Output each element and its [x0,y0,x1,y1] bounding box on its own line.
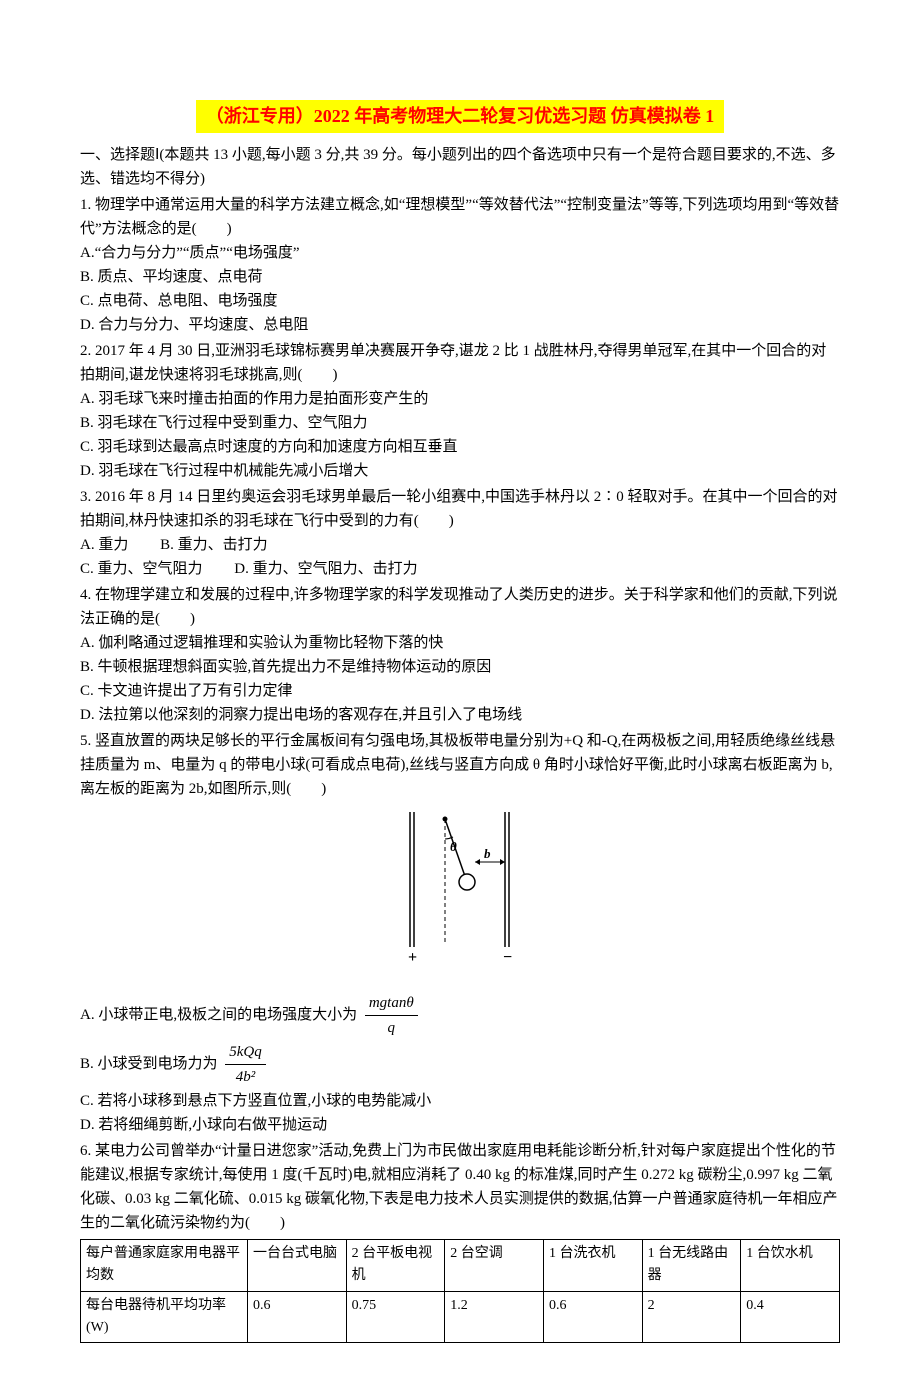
q4-text: 4. 在物理学建立和发展的过程中,许多物理学家的科学发现推动了人类历史的进步。关… [80,583,840,631]
svg-text:θ: θ [450,839,457,854]
table-cell: 0.6 [247,1291,346,1343]
q4-option-b: B. 牛顿根据理想斜面实验,首先提出力不是维持物体运动的原因 [80,655,840,679]
q5-option-b: B. 小球受到电场力为 5kQq 4b² [80,1040,840,1089]
q5-option-c: C. 若将小球移到悬点下方竖直位置,小球的电势能减小 [80,1089,840,1113]
table-cell: 1 台饮水机 [741,1239,840,1291]
table-cell: 1 台无线路由器 [642,1239,741,1291]
q2-text: 2. 2017 年 4 月 30 日,亚洲羽毛球锦标赛男单决赛展开争夺,谌龙 2… [80,339,840,387]
svg-text:+: + [408,949,417,966]
q5-a-num: mgtanθ [365,991,418,1016]
table-cell: 1 台洗衣机 [543,1239,642,1291]
q5-b-prefix: B. 小球受到电场力为 [80,1056,218,1072]
q5-option-d: D. 若将细绳剪断,小球向右做平抛运动 [80,1113,840,1137]
capacitor-pendulum-diagram: θ b + − [390,807,530,977]
q4-option-a: A. 伽利略通过逻辑推理和实验认为重物比轻物下落的快 [80,631,840,655]
q5-option-a: A. 小球带正电,极板之间的电场强度大小为 mgtanθ q [80,991,840,1040]
appliance-table: 每户普通家庭家用电器平均数 一台台式电脑 2 台平板电视机 2 台空调 1 台洗… [80,1239,840,1344]
question-3: 3. 2016 年 8 月 14 日里约奥运会羽毛球男单最后一轮小组赛中,中国选… [80,485,840,581]
q5-a-prefix: A. 小球带正电,极板之间的电场强度大小为 [80,1007,357,1023]
q2-option-c: C. 羽毛球到达最高点时速度的方向和加速度方向相互垂直 [80,435,840,459]
q5-text: 5. 竖直放置的两块足够长的平行金属板间有匀强电场,其极板带电量分别为+Q 和-… [80,729,840,801]
q2-option-a: A. 羽毛球飞来时撞击拍面的作用力是拍面形变产生的 [80,387,840,411]
question-2: 2. 2017 年 4 月 30 日,亚洲羽毛球锦标赛男单决赛展开争夺,谌龙 2… [80,339,840,483]
q3-option-b: B. 重力、击打力 [160,533,268,557]
q1-option-b: B. 质点、平均速度、点电荷 [80,265,840,289]
q1-option-d: D. 合力与分力、平均速度、总电阻 [80,313,840,337]
table-cell: 1.2 [445,1291,544,1343]
table-cell: 0.75 [346,1291,445,1343]
table-row: 每户普通家庭家用电器平均数 一台台式电脑 2 台平板电视机 2 台空调 1 台洗… [81,1239,840,1291]
question-5: 5. 竖直放置的两块足够长的平行金属板间有匀强电场,其极板带电量分别为+Q 和-… [80,729,840,1137]
q3-text: 3. 2016 年 8 月 14 日里约奥运会羽毛球男单最后一轮小组赛中,中国选… [80,485,840,533]
svg-text:b: b [484,846,491,861]
table-cell: 0.6 [543,1291,642,1343]
question-4: 4. 在物理学建立和发展的过程中,许多物理学家的科学发现推动了人类历史的进步。关… [80,583,840,727]
table-cell: 2 台平板电视机 [346,1239,445,1291]
table-row1-label: 每户普通家庭家用电器平均数 [81,1239,248,1291]
q5-a-den: q [365,1016,418,1040]
question-1: 1. 物理学中通常运用大量的科学方法建立概念,如“理想模型”“等效替代法”“控制… [80,193,840,337]
q5-b-den: 4b² [225,1065,266,1089]
table-cell: 一台台式电脑 [247,1239,346,1291]
q1-text: 1. 物理学中通常运用大量的科学方法建立概念,如“理想模型”“等效替代法”“控制… [80,193,840,241]
q3-option-d: D. 重力、空气阻力、击打力 [234,557,417,581]
svg-text:−: − [503,949,512,966]
q2-option-b: B. 羽毛球在飞行过程中受到重力、空气阻力 [80,411,840,435]
q3-option-a: A. 重力 [80,533,128,557]
table-cell: 0.4 [741,1291,840,1343]
table-cell: 2 台空调 [445,1239,544,1291]
page-title: （浙江专用）2022 年高考物理大二轮复习优选习题 仿真模拟卷 1 [196,100,725,133]
q5-diagram: θ b + − [80,807,840,985]
q1-option-c: C. 点电荷、总电阻、电场强度 [80,289,840,313]
q6-text: 6. 某电力公司曾举办“计量日进您家”活动,免费上门为市民做出家庭用电耗能诊断分… [80,1139,840,1235]
question-6: 6. 某电力公司曾举办“计量日进您家”活动,免费上门为市民做出家庭用电耗能诊断分… [80,1139,840,1344]
q2-option-d: D. 羽毛球在飞行过程中机械能先减小后增大 [80,459,840,483]
section-1-heading: 一、选择题Ⅰ(本题共 13 小题,每小题 3 分,共 39 分。每小题列出的四个… [80,143,840,191]
q1-option-a: A.“合力与分力”“质点”“电场强度” [80,241,840,265]
q3-option-c: C. 重力、空气阻力 [80,557,203,581]
q4-option-c: C. 卡文迪许提出了万有引力定律 [80,679,840,703]
table-row: 每台电器待机平均功率(W) 0.6 0.75 1.2 0.6 2 0.4 [81,1291,840,1343]
q4-option-d: D. 法拉第以他深刻的洞察力提出电场的客观存在,并且引入了电场线 [80,703,840,727]
q5-b-num: 5kQq [225,1040,266,1065]
table-row2-label: 每台电器待机平均功率(W) [81,1291,248,1343]
table-cell: 2 [642,1291,741,1343]
